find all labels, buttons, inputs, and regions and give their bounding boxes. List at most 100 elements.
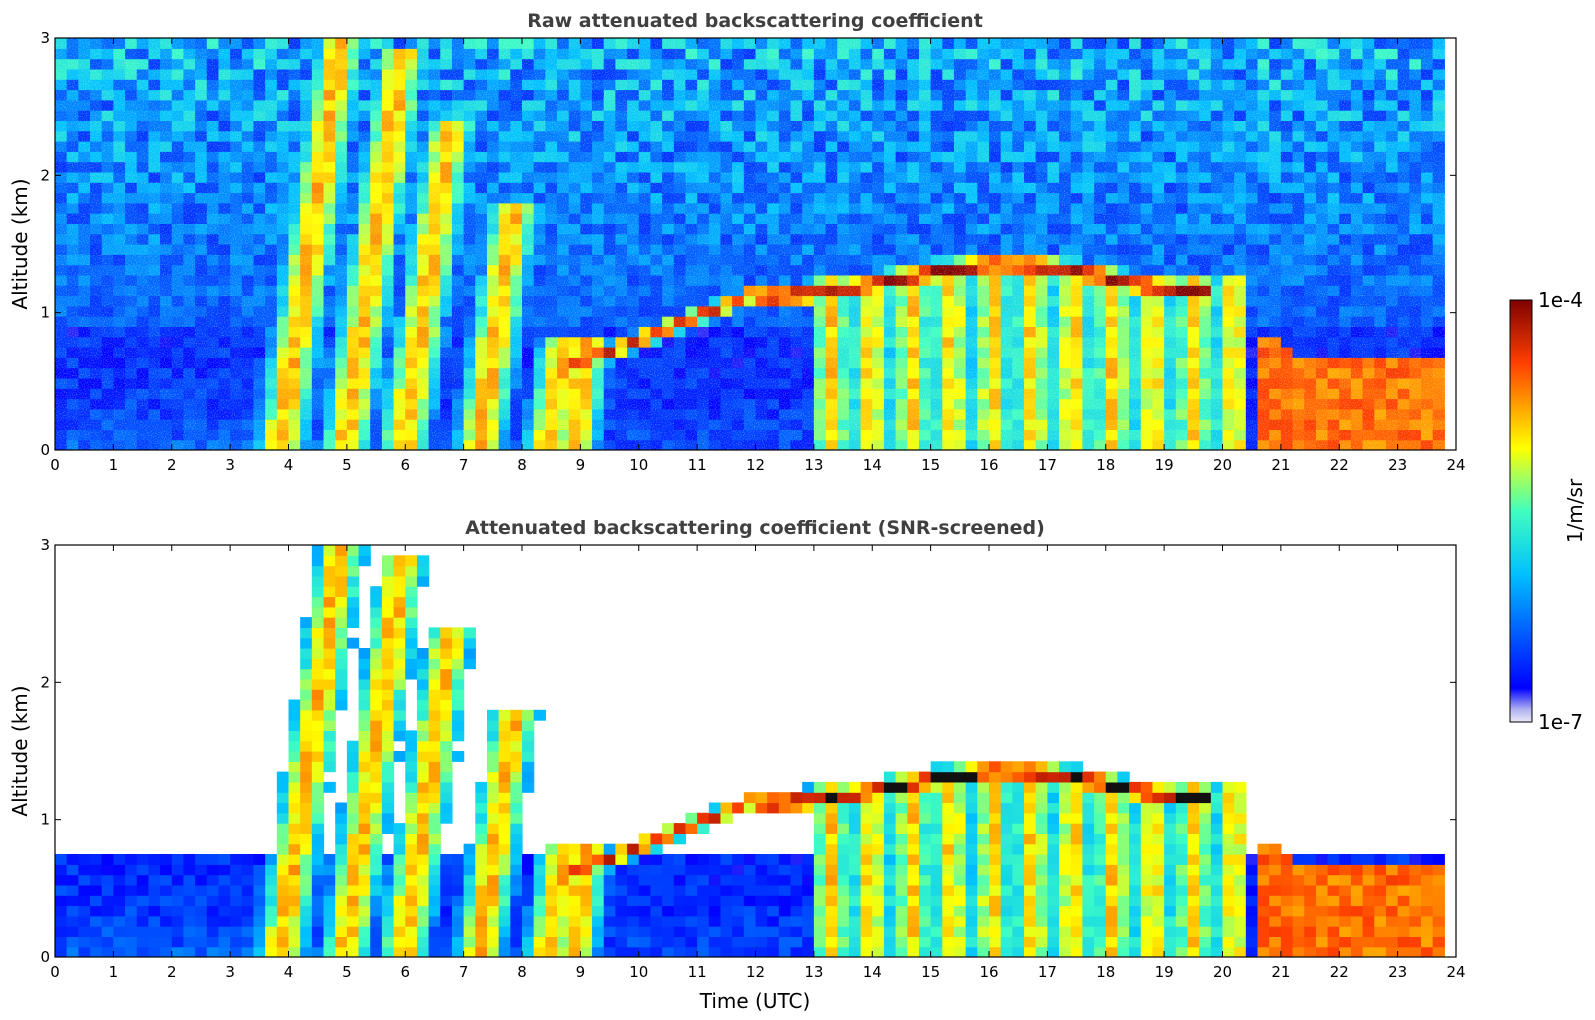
heatmap-cell [195, 946, 208, 957]
x-tick-label: 6 [400, 456, 410, 474]
heatmap-cell [113, 864, 126, 876]
y-tick-label: 3 [40, 29, 50, 47]
heatmap-cell [171, 884, 185, 896]
heatmap-cell [113, 874, 126, 886]
heatmap-cell [125, 905, 138, 917]
heatmap-cell [160, 915, 173, 927]
heatmap-cell [183, 926, 196, 937]
x-tick-label: 0 [50, 456, 60, 474]
heatmap-cell [101, 936, 114, 948]
x-axis-ticks: 0 1 2 3 4 5 6 7 8 9 10 11 12 13 14 15 16 17 18 19 20 21 22 23 24 [50, 38, 1466, 474]
heatmap-cell [101, 915, 114, 927]
heatmap-cell [66, 854, 79, 865]
heatmap-cell [171, 905, 185, 917]
heatmap-cell [160, 854, 173, 865]
heatmap-cell [66, 936, 79, 948]
heatmap-cell [171, 864, 185, 876]
heatmap-cell [101, 874, 114, 886]
heatmap-cell [125, 895, 138, 907]
heatmap-cell [78, 895, 91, 907]
heatmap-cell [55, 854, 68, 865]
heatmap-cell [171, 926, 185, 937]
heatmap-cell [183, 936, 196, 948]
heatmap-cell [90, 936, 103, 948]
heatmap-cell [195, 936, 208, 948]
x-tick-label: 20 [1213, 456, 1232, 474]
heatmap-cell [125, 926, 138, 937]
heatmap-cell [171, 915, 185, 927]
heatmap-cell [183, 895, 196, 907]
heatmap-cell [78, 874, 91, 886]
heatmap-cell [125, 915, 138, 927]
heatmap-area [55, 545, 1456, 957]
heatmap-cell [113, 926, 126, 937]
heatmap-cell [125, 874, 138, 886]
heatmap-cell [136, 915, 150, 927]
heatmap-cell [183, 946, 196, 957]
y-axis-label: Altitude (km) [8, 178, 32, 309]
heatmap-area [55, 38, 1456, 450]
heatmap-cell [66, 926, 79, 937]
heatmap-cell [195, 864, 208, 876]
heatmap-cell [55, 864, 68, 876]
x-tick-label: 4 [284, 456, 294, 474]
heatmap-cell [195, 926, 208, 937]
heatmap-cell [101, 884, 114, 896]
heatmap-cell [136, 946, 150, 957]
heatmap-cell [55, 915, 68, 927]
heatmap-cell [148, 926, 161, 937]
heatmap-cell [125, 884, 138, 896]
heatmap-cell [66, 874, 79, 886]
heatmap-cell [148, 854, 161, 865]
heatmap-cell [183, 884, 196, 896]
heatmap-cell [90, 926, 103, 937]
x-tick-label: 17 [1038, 456, 1057, 474]
heatmap-cell [90, 854, 103, 865]
heatmap-cell [55, 895, 68, 907]
heatmap-cell [101, 854, 114, 865]
heatmap-cell [148, 946, 161, 957]
heatmap-cell [78, 946, 91, 957]
heatmap-cell [206, 936, 220, 948]
heatmap-cell [78, 854, 91, 865]
heatmap-cell [113, 946, 126, 957]
heatmap-cell [183, 864, 196, 876]
heatmap-cell [206, 905, 220, 917]
heatmap-cell [171, 946, 185, 957]
heatmap-cell [136, 895, 150, 907]
heatmap-cell [171, 874, 185, 886]
heatmap-cell [125, 854, 138, 865]
heatmap-cell [78, 905, 91, 917]
heatmap-cell [101, 926, 114, 937]
heatmap-cell [160, 926, 173, 937]
heatmap-cell [206, 926, 220, 937]
x-tick-label: 7 [459, 456, 469, 474]
heatmap-cell [90, 915, 103, 927]
noise-speckle [55, 38, 1456, 450]
x-tick-label: 21 [1271, 456, 1290, 474]
heatmap-cell [90, 895, 103, 907]
heatmap-cell [160, 905, 173, 917]
heatmap-cell [206, 946, 220, 957]
x-tick-label: 22 [1330, 456, 1349, 474]
heatmap-cell [183, 874, 196, 886]
heatmap-cell [206, 915, 220, 927]
x-tick-label: 14 [863, 456, 882, 474]
heatmap-cell [101, 905, 114, 917]
heatmap-cell [136, 854, 150, 865]
heatmap-cell [183, 854, 196, 865]
x-tick-label: 19 [1155, 456, 1174, 474]
heatmap-cell [101, 946, 114, 957]
heatmap-cell [78, 926, 91, 937]
heatmap-cell [183, 915, 196, 927]
heatmap-cell [66, 915, 79, 927]
heatmap-cell [101, 895, 114, 907]
heatmap-cell [195, 884, 208, 896]
heatmap-cell [195, 915, 208, 927]
heatmap-cell [148, 936, 161, 948]
heatmap-cell [136, 884, 150, 896]
heatmap-cell [171, 936, 185, 948]
x-tick-label: 3 [225, 456, 235, 474]
heatmap-cell [78, 915, 91, 927]
